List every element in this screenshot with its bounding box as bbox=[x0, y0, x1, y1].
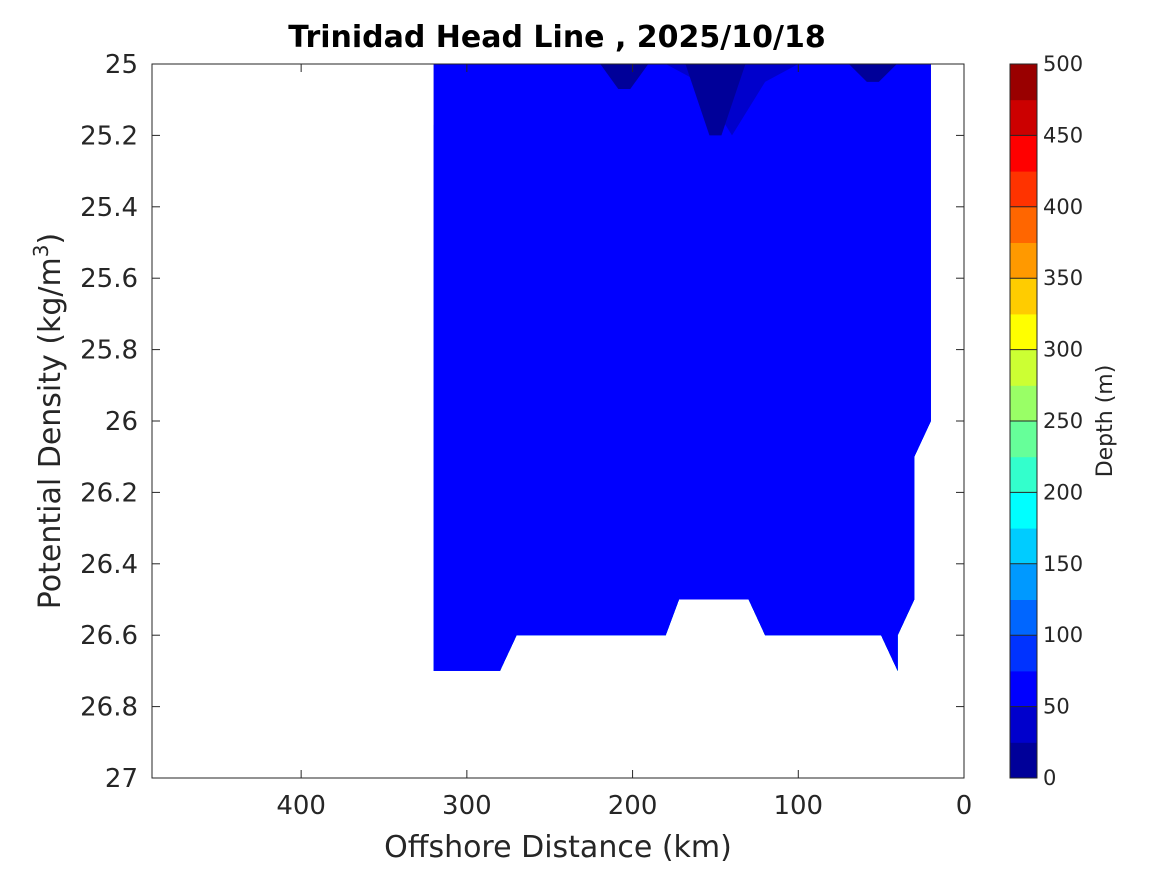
colorbar-swatch bbox=[1010, 563, 1037, 600]
y-tick-label: 26.6 bbox=[80, 621, 138, 651]
x-axis-title: Offshore Distance (km) bbox=[384, 830, 732, 865]
contour-minimum-patch bbox=[848, 64, 897, 82]
colorbar-swatch bbox=[1010, 171, 1037, 208]
colorbar-swatch bbox=[1010, 528, 1037, 565]
colorbar-swatch bbox=[1010, 492, 1037, 529]
y-tick-label: 25.6 bbox=[80, 264, 138, 294]
colorbar-tick-label: 500 bbox=[1043, 52, 1083, 76]
colorbar-swatch bbox=[1010, 349, 1037, 386]
colorbar-swatch bbox=[1010, 278, 1037, 315]
y-tick-label: 25.8 bbox=[80, 336, 138, 366]
colorbar-swatch bbox=[1010, 421, 1037, 458]
y-axis-title-superscript: 3 bbox=[29, 244, 53, 257]
colorbar-swatch bbox=[1010, 670, 1037, 708]
colorbar-tick-label: 50 bbox=[1043, 695, 1070, 719]
y-tick-label: 26.4 bbox=[80, 550, 138, 580]
colorbar-tick-label: 400 bbox=[1043, 195, 1083, 219]
contour-minimum-patch bbox=[685, 64, 746, 136]
colorbar-tick-label: 250 bbox=[1043, 409, 1083, 433]
x-tick-label: 200 bbox=[608, 791, 658, 821]
colorbar-tick-label: 0 bbox=[1043, 766, 1056, 790]
colorbar-swatch bbox=[1010, 742, 1037, 779]
colorbar-swatch bbox=[1010, 313, 1037, 351]
contour-minimum-patch bbox=[600, 64, 649, 89]
colorbar-swatch bbox=[1010, 456, 1037, 493]
x-tick-label: 0 bbox=[956, 791, 973, 821]
x-tick-label: 100 bbox=[773, 791, 823, 821]
contour-band-50 bbox=[433, 64, 931, 671]
chart-title: Trinidad Head Line , 2025/10/18 bbox=[288, 20, 825, 55]
colorbar-title: Depth (m) bbox=[1093, 365, 1118, 478]
colorbar-tick-label: 350 bbox=[1043, 266, 1083, 290]
colorbar-swatch bbox=[1010, 64, 1037, 101]
colorbar-tick-label: 100 bbox=[1043, 623, 1083, 647]
colorbar-swatch bbox=[1010, 706, 1037, 743]
colorbar-tick-label: 200 bbox=[1043, 480, 1083, 504]
y-axis-title: Potential Density (kg/m3) bbox=[29, 233, 68, 609]
colorbar: 0 50 100 150 200 250 300 350 400 450 500 bbox=[1009, 52, 1083, 790]
colorbar-swatch bbox=[1010, 99, 1037, 136]
y-tick-label: 26.8 bbox=[80, 693, 138, 723]
colorbar-swatch bbox=[1010, 385, 1037, 422]
y-tick-label: 26 bbox=[105, 407, 138, 437]
colorbar-tick-label: 150 bbox=[1043, 552, 1083, 576]
y-tick-label: 26.2 bbox=[80, 478, 138, 508]
y-tick-label: 25.2 bbox=[80, 121, 138, 151]
x-tick-label: 300 bbox=[442, 791, 492, 821]
y-axis-title-suffix: ) bbox=[33, 233, 68, 245]
y-tick-label: 25 bbox=[105, 50, 138, 80]
colorbar-swatch bbox=[1010, 599, 1037, 636]
y-tick-label: 27 bbox=[105, 764, 138, 794]
y-axis-title-main: Potential Density (kg/m bbox=[33, 257, 68, 609]
colorbar-swatch bbox=[1010, 242, 1037, 279]
colorbar-swatch bbox=[1010, 135, 1037, 172]
colorbar-tick-label: 300 bbox=[1043, 338, 1083, 362]
y-tick-label: 25.4 bbox=[80, 193, 138, 223]
colorbar-swatch bbox=[1010, 206, 1037, 243]
axes: 25 25.2 25.4 25.6 25.8 26 26.2 26.4 26.6 26.8 27 40… bbox=[80, 50, 972, 821]
x-tick-label: 400 bbox=[276, 791, 326, 821]
colorbar-tick-label: 450 bbox=[1043, 123, 1083, 147]
colorbar-swatch bbox=[1010, 635, 1037, 672]
